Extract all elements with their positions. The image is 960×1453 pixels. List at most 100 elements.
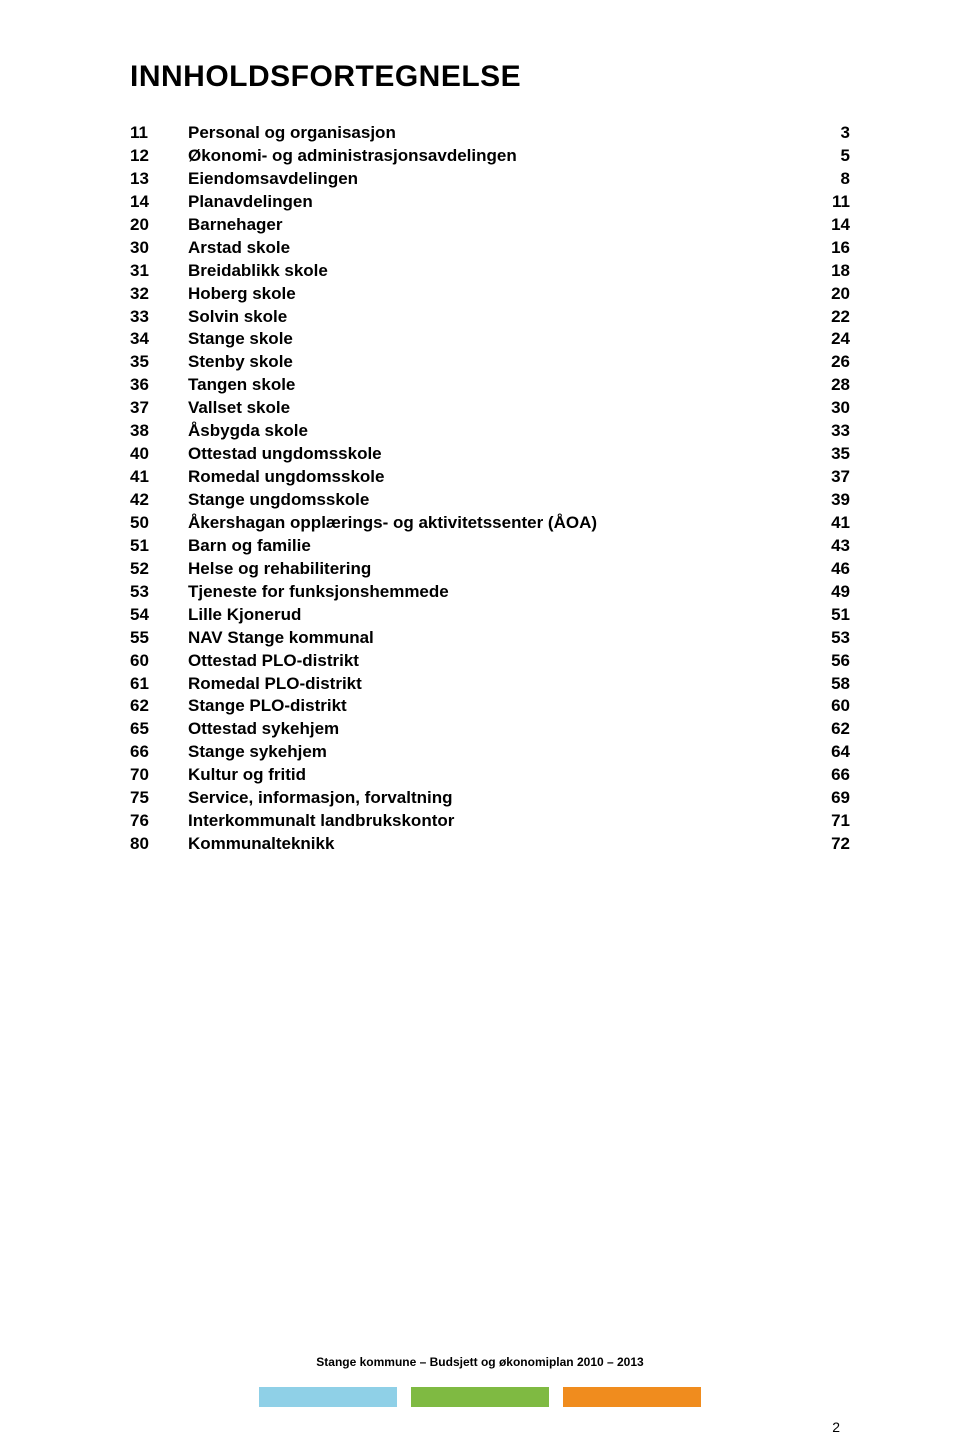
- toc-section-label: NAV Stange kommunal: [188, 627, 800, 650]
- toc-section-number: 42: [130, 489, 188, 512]
- toc-row: 54Lille Kjonerud51: [130, 604, 850, 627]
- toc-row: 60Ottestad PLO-distrikt56: [130, 650, 850, 673]
- toc-page-number: 64: [800, 741, 850, 764]
- toc-section-label: Stange ungdomsskole: [188, 489, 800, 512]
- toc-row: 61Romedal PLO-distrikt58: [130, 673, 850, 696]
- footer-bar: [411, 1387, 549, 1407]
- toc-section-label: Stange PLO-distrikt: [188, 695, 800, 718]
- toc-row: 70Kultur og fritid66: [130, 764, 850, 787]
- toc-page-number: 43: [800, 535, 850, 558]
- toc-section-label: Kommunalteknikk: [188, 833, 800, 856]
- toc-section-label: Arstad skole: [188, 237, 800, 260]
- toc-section-label: Stange sykehjem: [188, 741, 800, 764]
- toc-section-label: Eiendomsavdelingen: [188, 168, 800, 191]
- toc-row: 20Barnehager14: [130, 214, 850, 237]
- toc-row: 42Stange ungdomsskole39: [130, 489, 850, 512]
- toc-page-number: 20: [800, 283, 850, 306]
- toc-section-number: 31: [130, 260, 188, 283]
- toc-section-number: 14: [130, 191, 188, 214]
- toc-row: 76Interkommunalt landbrukskontor71: [130, 810, 850, 833]
- toc-row: 30Arstad skole16: [130, 237, 850, 260]
- toc-page-number: 71: [800, 810, 850, 833]
- toc-row: 35Stenby skole26: [130, 351, 850, 374]
- toc-section-number: 62: [130, 695, 188, 718]
- toc-page-number: 3: [800, 122, 850, 145]
- page-footer: Stange kommune – Budsjett og økonomiplan…: [0, 1355, 960, 1407]
- toc-page-number: 30: [800, 397, 850, 420]
- toc-row: 75Service, informasjon, forvaltning69: [130, 787, 850, 810]
- toc-page-number: 39: [800, 489, 850, 512]
- toc-section-number: 35: [130, 351, 188, 374]
- toc-page-number: 8: [800, 168, 850, 191]
- toc-page-number: 53: [800, 627, 850, 650]
- toc-page-number: 72: [800, 833, 850, 856]
- toc-section-label: Barn og familie: [188, 535, 800, 558]
- toc-page-number: 49: [800, 581, 850, 604]
- toc-section-label: Romedal PLO-distrikt: [188, 673, 800, 696]
- toc-section-label: Ottestad PLO-distrikt: [188, 650, 800, 673]
- toc-section-label: Kultur og fritid: [188, 764, 800, 787]
- toc-section-number: 13: [130, 168, 188, 191]
- toc-section-number: 55: [130, 627, 188, 650]
- toc-section-number: 54: [130, 604, 188, 627]
- toc-section-number: 70: [130, 764, 188, 787]
- toc-row: 52Helse og rehabilitering46: [130, 558, 850, 581]
- toc-page-number: 16: [800, 237, 850, 260]
- toc-section-label: Ottestad ungdomsskole: [188, 443, 800, 466]
- toc-section-number: 61: [130, 673, 188, 696]
- toc-page-number: 58: [800, 673, 850, 696]
- toc-page-number: 24: [800, 328, 850, 351]
- page-number: 2: [832, 1419, 840, 1435]
- toc-section-label: Service, informasjon, forvaltning: [188, 787, 800, 810]
- toc-section-label: Stange skole: [188, 328, 800, 351]
- toc-page-number: 60: [800, 695, 850, 718]
- toc-section-label: Breidablikk skole: [188, 260, 800, 283]
- toc-page-number: 26: [800, 351, 850, 374]
- toc-page-number: 11: [800, 191, 850, 214]
- footer-bar: [259, 1387, 397, 1407]
- toc-section-number: 75: [130, 787, 188, 810]
- toc-row: 31Breidablikk skole18: [130, 260, 850, 283]
- toc-page-number: 35: [800, 443, 850, 466]
- toc-row: 37Vallset skole30: [130, 397, 850, 420]
- toc-section-number: 30: [130, 237, 188, 260]
- toc-section-number: 51: [130, 535, 188, 558]
- toc-row: 33Solvin skole22: [130, 306, 850, 329]
- toc-section-number: 41: [130, 466, 188, 489]
- toc-row: 66Stange sykehjem64: [130, 741, 850, 764]
- toc-section-label: Åsbygda skole: [188, 420, 800, 443]
- toc-section-number: 52: [130, 558, 188, 581]
- toc-row: 12Økonomi- og administrasjonsavdelingen5: [130, 145, 850, 168]
- table-of-contents: 11Personal og organisasjon312Økonomi- og…: [130, 122, 850, 856]
- toc-section-number: 36: [130, 374, 188, 397]
- toc-section-label: Hoberg skole: [188, 283, 800, 306]
- toc-section-label: Økonomi- og administrasjonsavdelingen: [188, 145, 800, 168]
- toc-page-number: 18: [800, 260, 850, 283]
- toc-section-number: 60: [130, 650, 188, 673]
- toc-page-number: 14: [800, 214, 850, 237]
- toc-page-number: 69: [800, 787, 850, 810]
- toc-section-label: Stenby skole: [188, 351, 800, 374]
- toc-section-number: 32: [130, 283, 188, 306]
- toc-section-label: Tjeneste for funksjonshemmede: [188, 581, 800, 604]
- toc-row: 65Ottestad sykehjem62: [130, 718, 850, 741]
- toc-page-number: 33: [800, 420, 850, 443]
- document-page: INNHOLDSFORTEGNELSE 11Personal og organi…: [0, 0, 960, 1453]
- toc-page-number: 56: [800, 650, 850, 673]
- toc-section-label: Tangen skole: [188, 374, 800, 397]
- toc-section-number: 53: [130, 581, 188, 604]
- toc-row: 34Stange skole24: [130, 328, 850, 351]
- toc-section-number: 33: [130, 306, 188, 329]
- toc-section-number: 76: [130, 810, 188, 833]
- page-title: INNHOLDSFORTEGNELSE: [130, 60, 850, 94]
- toc-section-number: 12: [130, 145, 188, 168]
- toc-page-number: 28: [800, 374, 850, 397]
- toc-section-label: Vallset skole: [188, 397, 800, 420]
- toc-row: 62Stange PLO-distrikt60: [130, 695, 850, 718]
- toc-page-number: 51: [800, 604, 850, 627]
- toc-page-number: 37: [800, 466, 850, 489]
- toc-row: 38Åsbygda skole33: [130, 420, 850, 443]
- toc-row: 51Barn og familie43: [130, 535, 850, 558]
- footer-text: Stange kommune – Budsjett og økonomiplan…: [0, 1355, 960, 1369]
- toc-section-number: 37: [130, 397, 188, 420]
